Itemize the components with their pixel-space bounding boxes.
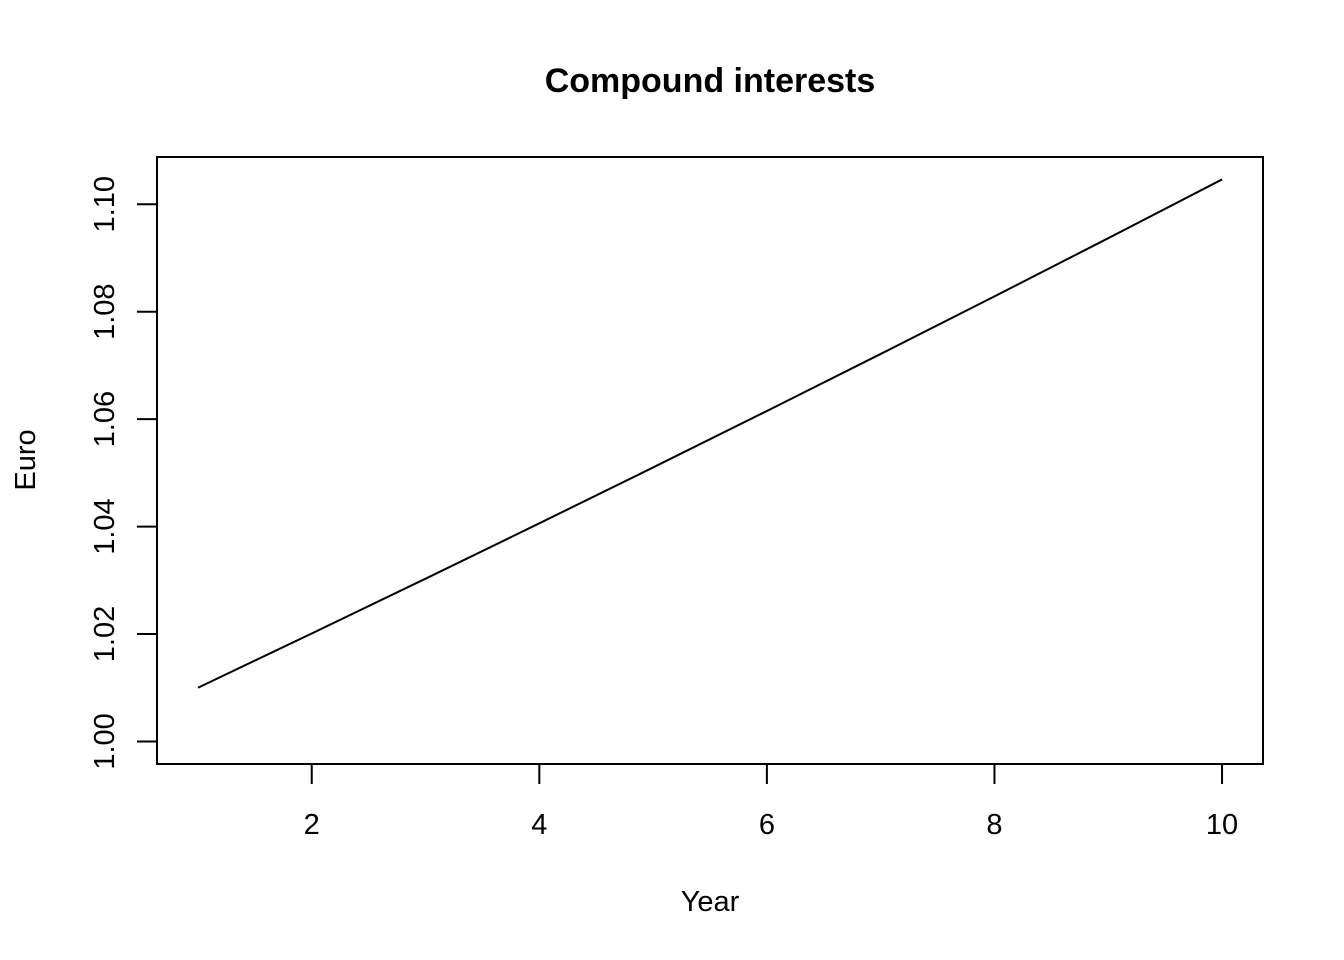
y-axis: 1.00 1.02 1.04 1.06 1.08 1.10 [89,176,158,770]
y-tick-label: 1.06 [89,391,121,447]
y-tick-label: 1.08 [89,283,121,339]
y-tick-label: 1.10 [89,176,121,232]
x-tick-label: 8 [986,809,1002,841]
x-axis-label: Year [681,886,740,918]
x-tick-label: 10 [1206,809,1238,841]
y-tick-label: 1.00 [89,713,121,769]
y-tick-label: 1.04 [89,498,121,554]
x-tick-label: 4 [531,809,547,841]
x-axis: 2 4 6 8 10 [304,763,1238,841]
plot-frame [156,156,1264,765]
y-tick-label: 1.02 [89,606,121,662]
y-axis-label: Euro [10,429,42,490]
series-layer [197,178,1223,689]
x-tick-label: 6 [759,809,775,841]
x-tick-label: 2 [304,809,320,841]
chart-title: Compound interests [545,62,876,100]
series-line [197,178,1223,689]
